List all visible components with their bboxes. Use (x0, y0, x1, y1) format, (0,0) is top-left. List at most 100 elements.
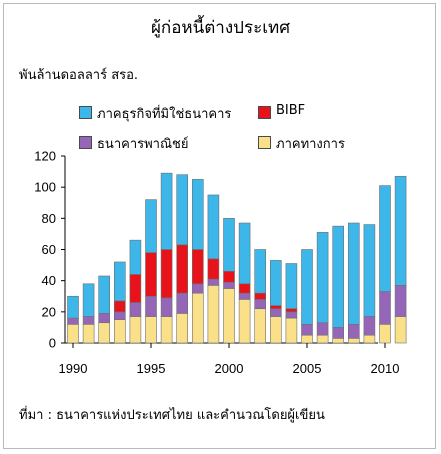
bar-segment-commercial-banks (347, 323, 360, 339)
bar-segment-commercial-banks (285, 311, 298, 319)
bar-segment-private-nonbank (207, 194, 220, 260)
legend-swatch-official (258, 136, 271, 149)
x-tick-label: 2005 (293, 361, 322, 376)
bar-segment-commercial-banks (114, 311, 126, 320)
bar-segment-private-nonbank (332, 225, 345, 328)
bar-segment-commercial-banks (145, 295, 157, 317)
y-tick-label: 80 (42, 211, 56, 226)
bar-segment-official (67, 323, 79, 344)
y-tick-label: 100 (34, 180, 56, 195)
chart-title: ผู้ก่อหนี้ต่างประเทศ (150, 18, 291, 38)
bar-segment-official (192, 292, 204, 344)
bar-segment-commercial-banks (301, 323, 313, 336)
bar-segment-official (98, 322, 110, 344)
x-tick-label: 2010 (371, 361, 400, 376)
bar-segment-bibf (238, 283, 251, 294)
bar-segment-private-nonbank (254, 249, 266, 294)
bar-segment-bibf (145, 252, 157, 297)
bar-segment-commercial-banks (98, 313, 110, 324)
bar-segment-commercial-banks (176, 292, 188, 314)
bar-segment-commercial-banks (332, 327, 345, 339)
y-tick-label: 0 (49, 336, 56, 351)
bar-segment-private-nonbank (223, 218, 235, 272)
bar-segment-official (394, 316, 407, 344)
bar-segment-official (347, 338, 360, 344)
bar-segment-commercial-banks (192, 283, 204, 294)
bar-segment-commercial-banks (160, 297, 173, 317)
bar-segment-official (114, 319, 126, 344)
bar-segment-official (285, 317, 298, 344)
bar-segment-official (129, 316, 142, 344)
bar-segment-private-nonbank (238, 222, 251, 285)
bar-segment-commercial-banks (363, 316, 376, 336)
bar-segment-private-nonbank (145, 199, 157, 253)
bar-segment-official (332, 338, 345, 344)
bar-segment-commercial-banks (379, 291, 391, 325)
bar-segment-official (238, 299, 251, 344)
legend-swatch-private-nonbank (79, 106, 92, 119)
bar-segment-official (301, 334, 313, 344)
bar-segment-commercial-banks (67, 317, 79, 325)
bar-segment-commercial-banks (129, 302, 142, 317)
bar-segment-official (160, 316, 173, 344)
bar-segment-official (207, 285, 220, 344)
bar-segment-official (82, 323, 95, 344)
legend-swatch-commercial-banks (79, 136, 92, 149)
bar-segment-bibf (160, 249, 173, 299)
bar-segment-bibf (192, 249, 204, 285)
bar-segment-private-nonbank (285, 263, 298, 310)
legend-label-bibf: BIBF (276, 103, 306, 118)
bar-segment-official (176, 313, 188, 344)
bar-segment-private-nonbank (347, 222, 360, 325)
bar-segment-private-nonbank (301, 249, 313, 325)
source-note: ที่มา : ธนาคารแห่งประเทศไทย และคำนวณโดยผ… (19, 408, 325, 423)
bar-segment-commercial-banks (316, 322, 329, 336)
bar-segment-official (316, 334, 329, 344)
bar-segment-official (145, 316, 157, 344)
bar-segment-private-nonbank (394, 175, 407, 286)
legend-swatch-bibf (258, 106, 271, 119)
bar-segment-official (223, 288, 235, 344)
bar-segment-official (269, 316, 282, 344)
bar-segment-bibf (254, 292, 266, 300)
bar-segment-commercial-banks (254, 299, 266, 310)
bar-segment-private-nonbank (379, 185, 391, 292)
bar-segment-bibf (223, 271, 235, 283)
bar-segment-private-nonbank (98, 275, 110, 314)
y-tick-label: 40 (42, 273, 56, 288)
bar-segment-official (363, 334, 376, 344)
bar-segment-private-nonbank (160, 172, 173, 250)
y-tick-label: 120 (34, 149, 56, 164)
bar-segment-commercial-banks (82, 316, 95, 325)
bar-segment-commercial-banks (394, 285, 407, 317)
bar-segment-official (254, 308, 266, 344)
legend-label-official: ภาคทางการ (276, 137, 345, 152)
bar-segment-bibf (114, 300, 126, 313)
legend-label-private-nonbank: ภาคธุรกิจที่มิใช่ธนาคาร (97, 107, 232, 122)
bar-segment-private-nonbank (67, 295, 79, 319)
bar-segment-bibf (207, 258, 220, 280)
x-tick-label: 2000 (215, 361, 244, 376)
bar-segment-commercial-banks (238, 292, 251, 300)
bar-segment-commercial-banks (269, 308, 282, 317)
y-tick-label: 60 (42, 242, 56, 257)
bar-segment-commercial-banks (223, 281, 235, 289)
bar-segment-private-nonbank (363, 224, 376, 317)
bar-segment-bibf (176, 244, 188, 294)
x-tick-label: 1990 (59, 361, 88, 376)
bar-segment-bibf (269, 305, 282, 310)
x-tick-label: 1995 (137, 361, 166, 376)
bar-segment-private-nonbank (82, 283, 95, 317)
bar-segment-private-nonbank (269, 260, 282, 306)
legend-label-commercial-banks: ธนาคารพาณิชย์ (97, 137, 189, 152)
bar-segment-bibf (285, 308, 298, 313)
unit-label: พันล้านดอลลาร์ สรอ. (19, 68, 139, 83)
bar-segment-private-nonbank (129, 239, 142, 275)
bar-segment-private-nonbank (176, 174, 188, 246)
bar-segment-bibf (129, 274, 142, 303)
bar-segment-commercial-banks (207, 278, 220, 286)
y-tick-label: 20 (42, 304, 56, 319)
bar-segment-private-nonbank (192, 179, 204, 250)
bar-segment-private-nonbank (316, 232, 329, 324)
